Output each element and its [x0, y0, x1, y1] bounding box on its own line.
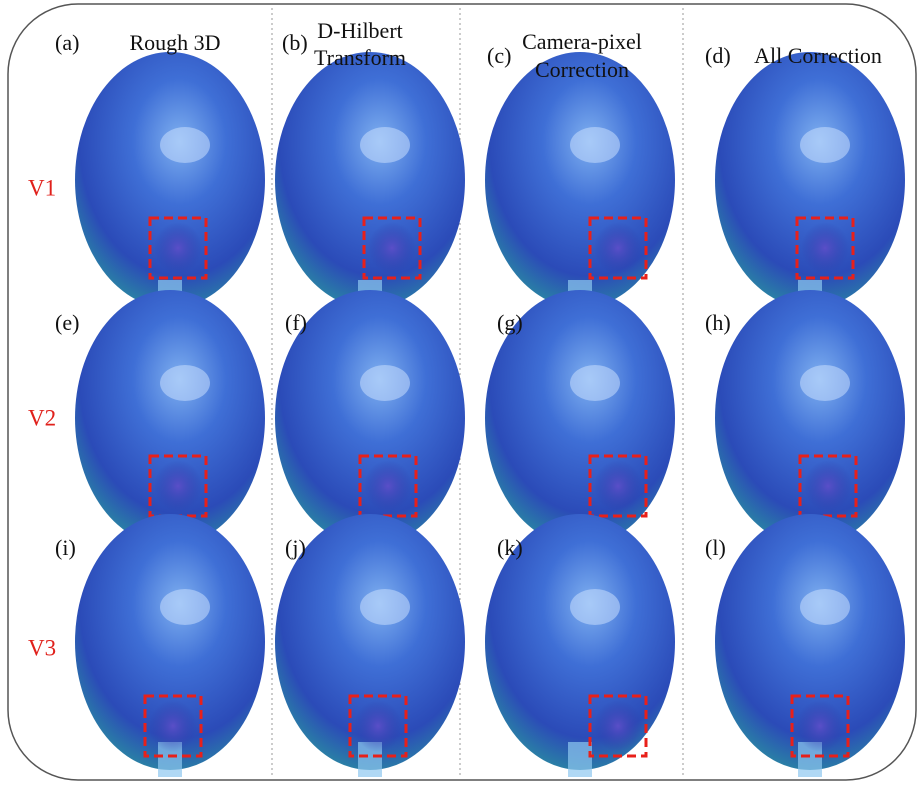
column-title: Transform — [314, 45, 406, 70]
column-title: Correction — [535, 57, 629, 82]
panel-label: (f) — [285, 310, 307, 335]
panel-label: (i) — [55, 535, 76, 560]
panel-label: (e) — [55, 310, 79, 335]
panel-label: (d) — [705, 43, 731, 68]
mouth — [594, 700, 642, 752]
mouth — [594, 460, 642, 512]
highlight — [360, 127, 410, 163]
panel-label: (a) — [55, 30, 79, 55]
renders — [75, 52, 905, 777]
highlight — [570, 589, 620, 625]
row-label: V2 — [28, 405, 56, 430]
head-render — [275, 52, 465, 308]
highlight — [160, 365, 210, 401]
highlight — [160, 589, 210, 625]
highlight — [570, 365, 620, 401]
head-render — [715, 290, 905, 546]
mouth — [364, 460, 412, 512]
highlight — [360, 365, 410, 401]
panel-label: (g) — [497, 310, 523, 335]
mouth — [594, 222, 642, 274]
highlight — [800, 127, 850, 163]
mouth — [368, 222, 416, 274]
row-label: V3 — [28, 635, 56, 660]
highlight — [800, 365, 850, 401]
mouth — [796, 700, 844, 752]
highlight — [800, 589, 850, 625]
mouth — [149, 700, 197, 752]
highlight — [360, 589, 410, 625]
mouth — [154, 460, 202, 512]
mouth — [804, 460, 852, 512]
highlight — [570, 127, 620, 163]
panel-label: (c) — [487, 43, 511, 68]
neck — [568, 742, 592, 777]
panel-label: (k) — [497, 535, 523, 560]
mouth — [154, 222, 202, 274]
panel-label: (j) — [285, 535, 306, 560]
highlight — [160, 127, 210, 163]
head-render — [715, 52, 905, 308]
column-title: Camera-pixel — [522, 29, 642, 54]
row-label: V1 — [28, 175, 56, 200]
mouth — [354, 700, 402, 752]
figure: (a) Rough 3D (b) D-Hilbert Transform (c)… — [0, 0, 924, 785]
mouth — [801, 222, 849, 274]
column-title: All Correction — [754, 43, 882, 68]
column-title: D-Hilbert — [317, 18, 403, 43]
panel-label: (h) — [705, 310, 731, 335]
panel-label: (l) — [705, 535, 726, 560]
panel-label: (b) — [282, 30, 308, 55]
column-title: Rough 3D — [129, 30, 220, 55]
head-render — [485, 52, 675, 308]
